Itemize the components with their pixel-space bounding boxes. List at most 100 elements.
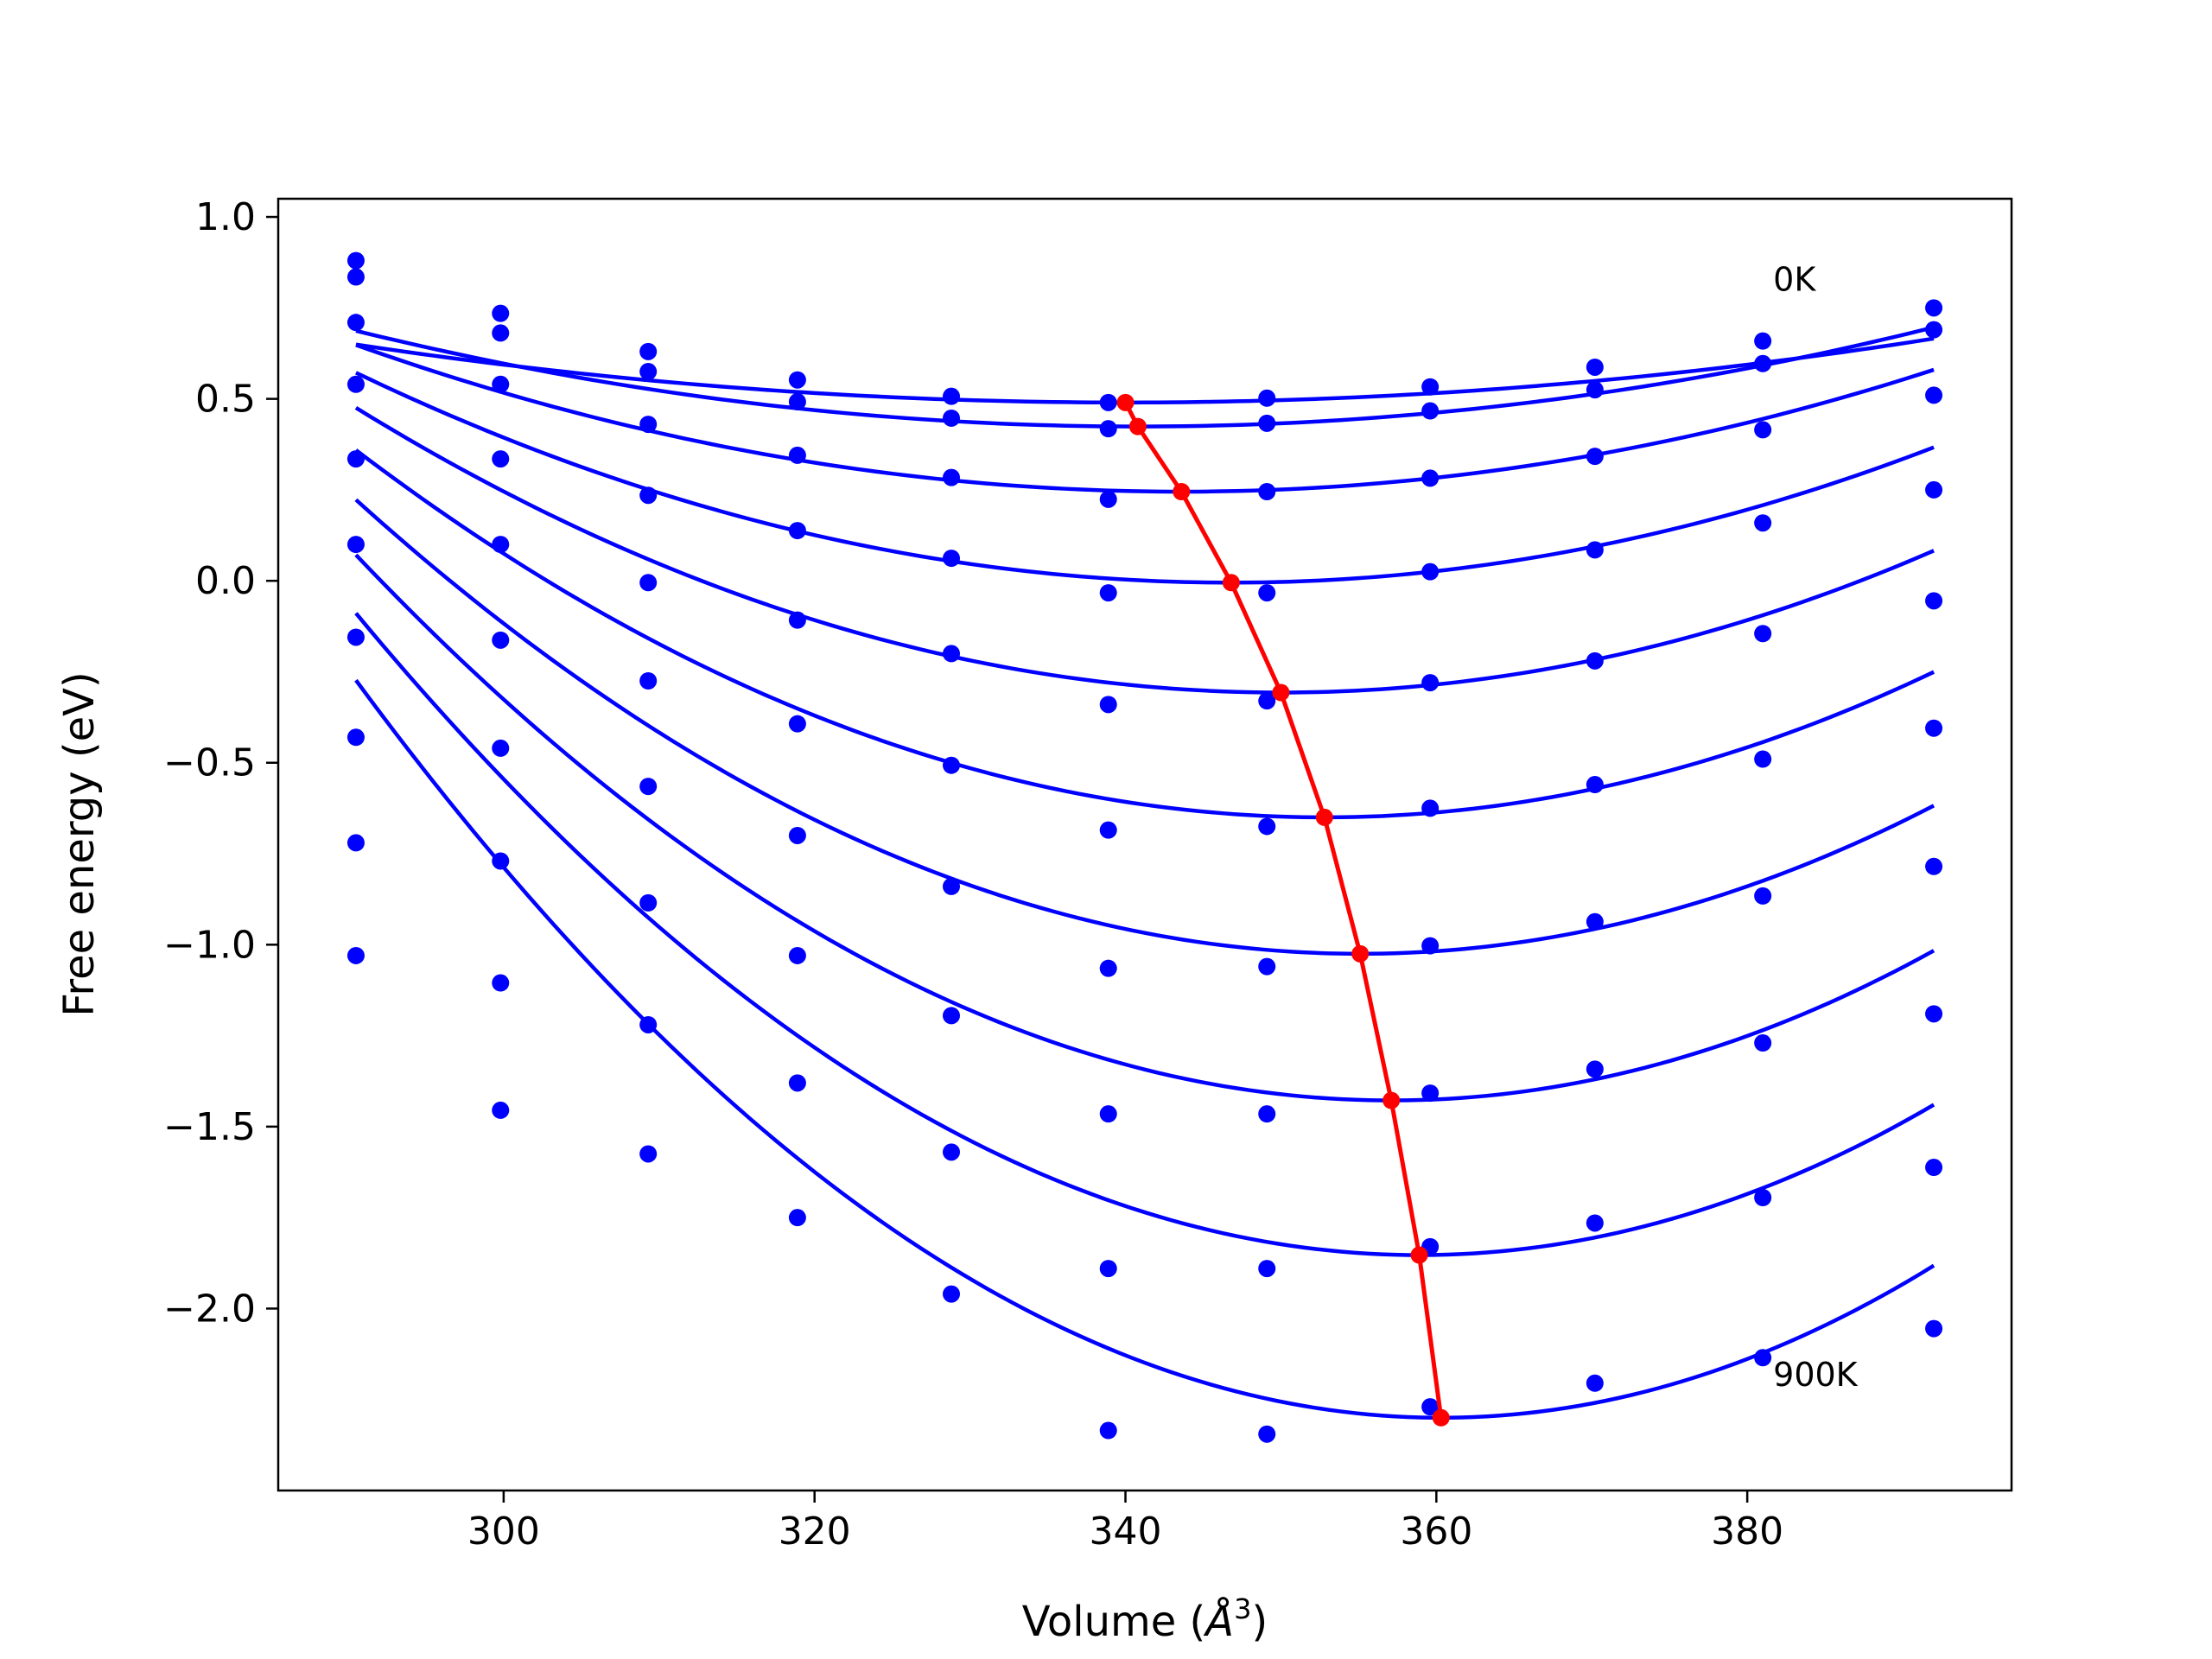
data-point (346, 375, 365, 393)
data-point (1754, 1188, 1772, 1206)
x-axis-label-unit: Å (1203, 1597, 1234, 1646)
data-point (492, 324, 510, 342)
equilibrium-point (1222, 574, 1240, 592)
fit-curve-0 (355, 336, 1935, 405)
data-point (943, 409, 961, 427)
data-point (492, 852, 510, 870)
data-point (639, 574, 658, 592)
plot-area: 0K 900K (346, 251, 1943, 1443)
data-point (492, 450, 510, 468)
equilibrium-point (1128, 417, 1147, 435)
data-point (492, 1101, 510, 1119)
data-point (943, 1007, 961, 1025)
data-point (1754, 887, 1772, 905)
data-point (788, 522, 806, 540)
equilibrium-point (1173, 483, 1191, 501)
data-point (1258, 817, 1276, 836)
data-point (1099, 821, 1117, 839)
temperature-annotation: 900K (1773, 1356, 1859, 1394)
data-point (1421, 378, 1440, 396)
data-point (788, 946, 806, 964)
data-point (346, 834, 365, 852)
fit-curve-3 (354, 371, 1935, 585)
fit-curve-9 (354, 678, 1936, 1421)
data-point (1258, 1425, 1276, 1443)
y-tick-label: −1.0 (163, 923, 256, 967)
data-point (1925, 592, 1943, 610)
equilibrium-point (1272, 683, 1290, 702)
data-point (1925, 857, 1943, 875)
data-point (788, 1209, 806, 1227)
equilibrium-point (1410, 1246, 1428, 1264)
data-point (346, 268, 365, 286)
data-point (1258, 414, 1276, 432)
y-axis-label: Free energy (eV) (55, 671, 104, 1016)
equilibrium-path (1123, 401, 1444, 1419)
data-point (1754, 750, 1772, 768)
fit-curve-6 (354, 498, 1936, 957)
data-point (1925, 1319, 1943, 1338)
data-point (788, 371, 806, 389)
data-point (943, 1143, 961, 1161)
data-point (1258, 584, 1276, 602)
data-point (1258, 692, 1276, 710)
data-point (492, 304, 510, 322)
fit-curve-4 (354, 406, 1935, 695)
data-point (788, 1074, 806, 1092)
data-point (1586, 652, 1604, 670)
data-point (943, 1285, 961, 1303)
data-point (1925, 480, 1943, 499)
data-point (1586, 448, 1604, 466)
fit-curve-8 (354, 612, 1936, 1257)
data-point (1421, 1398, 1440, 1416)
data-point (639, 671, 658, 690)
data-point (1099, 1260, 1117, 1278)
y-tick-label: −2.0 (163, 1287, 256, 1331)
data-point (492, 974, 510, 992)
data-point (639, 1145, 658, 1163)
data-point (639, 486, 658, 505)
data-point (1925, 386, 1943, 404)
data-point (1586, 1374, 1604, 1392)
equilibrium-point (1116, 393, 1135, 411)
data-point (639, 778, 658, 796)
data-point (1925, 1159, 1943, 1177)
data-point (1586, 1214, 1604, 1232)
data-point (1754, 332, 1772, 350)
fit-curve-7 (354, 553, 1936, 1103)
data-point (1258, 1260, 1276, 1278)
x-axis-label-close: ) (1251, 1598, 1268, 1646)
data-point (346, 628, 365, 646)
data-point (788, 611, 806, 629)
data-point (1421, 469, 1440, 487)
data-point (1586, 541, 1604, 559)
data-point (492, 631, 510, 649)
data-point (1925, 321, 1943, 339)
data-point (1925, 719, 1943, 737)
data-point (1421, 563, 1440, 581)
data-point (1099, 584, 1117, 602)
data-point (492, 536, 510, 554)
data-point (1421, 937, 1440, 955)
data-point (943, 387, 961, 405)
data-point (1586, 912, 1604, 931)
data-point (1258, 483, 1276, 501)
y-axis: 1.0 0.5 0.0 −0.5 −1.0 −1.5 −2.0 (163, 195, 278, 1331)
data-point (1258, 957, 1276, 976)
data-point (1754, 1349, 1772, 1367)
x-axis-label: Volume (Å3) (1022, 1592, 1268, 1646)
data-point (1099, 490, 1117, 508)
data-point (1586, 358, 1604, 376)
data-point (1099, 1105, 1117, 1123)
x-axis: 300 320 340 360 380 (467, 1491, 1783, 1554)
x-tick-label: 380 (1711, 1510, 1783, 1554)
y-tick-label: 0.5 (195, 378, 256, 422)
data-point (943, 756, 961, 774)
data-point (943, 468, 961, 486)
data-point (1754, 625, 1772, 643)
equilibrium-line (1116, 393, 1450, 1427)
data-point (943, 877, 961, 895)
y-tick-label: −0.5 (163, 741, 256, 785)
data-point (639, 416, 658, 434)
data-point (1754, 514, 1772, 532)
